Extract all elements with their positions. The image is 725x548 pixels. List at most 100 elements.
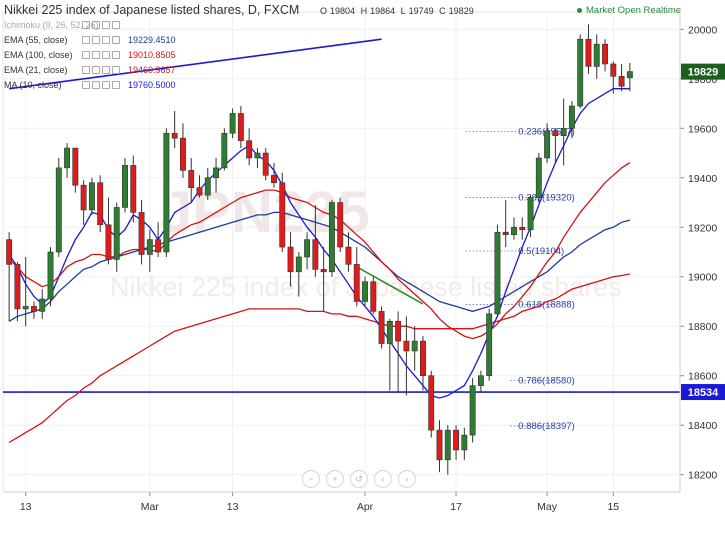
settings-icon[interactable] [92,81,100,89]
candle-body[interactable] [88,182,95,211]
candle-body[interactable] [80,184,87,211]
scroll-right-icon[interactable]: › [398,470,416,488]
trendline[interactable] [356,266,424,305]
zoom-in-icon[interactable]: + [326,470,344,488]
close-icon[interactable] [102,51,110,59]
candle-body[interactable] [618,76,625,87]
candle-body[interactable] [378,311,385,344]
candle-body[interactable] [519,226,526,231]
candle-body[interactable] [204,177,211,196]
indicator-controls[interactable] [82,66,120,74]
candle-body[interactable] [14,264,21,310]
candle-body[interactable] [502,231,509,235]
close-icon[interactable] [102,36,110,44]
candle-body[interactable] [146,239,153,255]
candle-body[interactable] [403,340,410,352]
indicator-controls[interactable] [82,81,120,89]
candle-body[interactable] [420,340,426,377]
candle-body[interactable] [585,38,592,67]
candle-body[interactable] [436,429,443,461]
more-icon[interactable] [112,81,120,89]
candle-body[interactable] [602,43,608,65]
candle-body[interactable] [6,239,13,265]
scroll-left-icon[interactable]: ‹ [374,470,392,488]
candle-body[interactable] [229,113,236,134]
candle-body[interactable] [213,167,219,179]
candle-body[interactable] [411,340,418,352]
indicator-row[interactable]: MA (10, close) 19760.5000 [4,80,176,90]
candle-body[interactable] [527,197,534,231]
candle-body[interactable] [610,63,617,77]
candle-body[interactable] [138,212,145,255]
candle-body[interactable] [22,306,29,310]
close-icon[interactable] [102,66,110,74]
eye-icon[interactable] [82,21,90,29]
candle-body[interactable] [188,170,195,188]
candle-body[interactable] [105,224,112,260]
indicator-row[interactable]: EMA (100, close) 19010.8505 [4,50,176,60]
more-icon[interactable] [112,66,120,74]
candle-body[interactable] [428,375,435,431]
eye-icon[interactable] [82,81,90,89]
candle-body[interactable] [39,298,46,312]
indicator-controls[interactable] [82,21,120,29]
candle-body[interactable] [577,38,584,107]
candle-body[interactable] [544,130,551,159]
candle-body[interactable] [113,207,120,260]
candle-body[interactable] [97,182,104,226]
settings-icon[interactable] [92,66,100,74]
candle-body[interactable] [593,43,600,67]
more-icon[interactable] [112,21,120,29]
indicator-controls[interactable] [82,51,120,59]
candle-body[interactable] [196,187,203,196]
candle-body[interactable] [535,157,542,198]
candle-body[interactable] [386,320,393,344]
candle-body[interactable] [304,239,311,258]
indicator-row[interactable]: EMA (21, close) 19460.9657 [4,65,176,75]
candle-body[interactable] [461,434,468,451]
candle-body[interactable] [55,167,62,253]
candle-body[interactable] [345,246,352,265]
candle-body[interactable] [328,202,335,273]
indicator-row[interactable]: EMA (55, close) 19229.4510 [4,35,176,45]
close-icon[interactable] [102,81,110,89]
candle-body[interactable] [72,147,79,186]
candle-body[interactable] [568,105,575,129]
candle-body[interactable] [262,152,269,176]
indicator-row[interactable]: Ichimoku (9, 26, 52, 26) [4,20,128,30]
candle-body[interactable] [237,113,244,141]
settings-icon[interactable] [92,51,100,59]
candle-body[interactable] [353,264,360,302]
close-icon[interactable] [102,21,110,29]
trendline[interactable] [9,38,382,90]
candle-body[interactable] [444,429,451,461]
candle-body[interactable] [511,226,517,235]
candle-body[interactable] [370,281,377,312]
candle-body[interactable] [395,320,402,342]
settings-icon[interactable] [92,21,100,29]
candle-body[interactable] [163,132,170,253]
candle-body[interactable] [486,313,493,377]
candle-body[interactable] [246,140,253,159]
candle-body[interactable] [560,127,567,137]
candle-body[interactable] [469,385,476,436]
candle-body[interactable] [155,239,162,253]
more-icon[interactable] [112,51,120,59]
candle-body[interactable] [47,251,54,300]
candle-body[interactable] [453,429,460,451]
candle-body[interactable] [171,132,178,139]
candle-body[interactable] [494,231,501,315]
zoom-out-icon[interactable]: − [302,470,320,488]
candle-body[interactable] [552,130,559,137]
candle-body[interactable] [31,306,37,312]
candle-body[interactable] [362,281,368,302]
candle-body[interactable] [279,182,286,248]
candle-body[interactable] [295,256,302,273]
candle-body[interactable] [287,246,294,273]
candle-body[interactable] [221,132,228,169]
eye-icon[interactable] [82,51,90,59]
indicator-controls[interactable] [82,36,120,44]
eye-icon[interactable] [82,66,90,74]
